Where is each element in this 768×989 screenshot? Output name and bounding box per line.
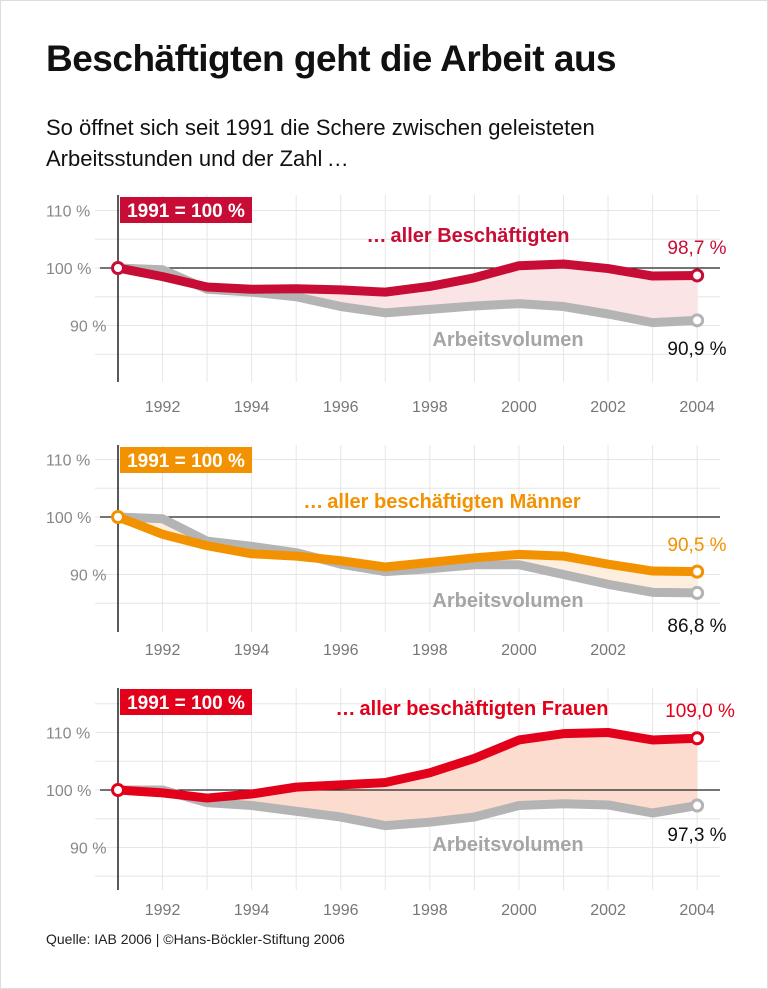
- x-tick-label: 1996: [323, 399, 359, 416]
- series-label-arbeitsvolumen: Arbeitsvolumen: [432, 329, 583, 351]
- x-tick-label: 2002: [590, 399, 626, 416]
- x-tick-label: 1998: [412, 902, 448, 919]
- base-year-badge-label: 1991 = 100 %: [127, 451, 245, 472]
- series-label: … aller beschäftigten Frauen: [336, 698, 609, 720]
- source-note: Quelle: IAB 2006 | ©Hans-Böckler-Stiftun…: [46, 931, 345, 947]
- chart-panel-3: [95, 688, 720, 890]
- subtitle: So öffnet sich seit 1991 die Schere zwis…: [46, 115, 595, 171]
- chart-panel-1: [95, 195, 720, 382]
- base-year-badge: [120, 197, 252, 223]
- y-tick-label: 110 %: [46, 726, 90, 743]
- x-tick-label: 2000: [501, 399, 537, 416]
- end-value-label: 98,7 %: [667, 238, 726, 259]
- y-tick-label: 100 %: [46, 783, 91, 800]
- x-tick-label: 1994: [234, 642, 270, 659]
- y-tick-label: 100 %: [46, 261, 91, 278]
- x-tick-label: 2000: [501, 642, 537, 659]
- y-tick-label: 100 %: [46, 510, 91, 527]
- page-title: Beschäftigten geht die Arbeit aus: [46, 38, 617, 79]
- x-tick-label: 1996: [323, 642, 359, 659]
- y-tick-label: 90 %: [70, 568, 106, 585]
- y-tick-label: 110 %: [46, 204, 90, 221]
- series-label-arbeitsvolumen: Arbeitsvolumen: [432, 590, 583, 612]
- x-tick-label: 2000: [501, 902, 537, 919]
- x-tick-label: 2004: [679, 902, 715, 919]
- x-tick-label: 1992: [145, 642, 181, 659]
- base-year-badge: [120, 447, 252, 473]
- x-tick-label: 1992: [145, 399, 181, 416]
- y-tick-label: 90 %: [70, 841, 106, 858]
- x-tick-label: 2004: [679, 399, 715, 416]
- base-year-badge-label: 1991 = 100 %: [127, 201, 245, 222]
- end-point-marker: [690, 585, 705, 600]
- series-label: … aller beschäftigten Männer: [303, 491, 581, 513]
- series-line-beschaeftigte: [113, 512, 702, 577]
- x-tick-label: 1994: [234, 902, 270, 919]
- x-tick-label: 1992: [145, 902, 181, 919]
- end-point-marker: [690, 731, 705, 746]
- series-label-arbeitsvolumen: Arbeitsvolumen: [432, 834, 583, 856]
- series-line-beschaeftigte: [113, 259, 702, 297]
- end-point-marker: [690, 798, 705, 813]
- series-line-beschaeftigte: [113, 728, 702, 803]
- end-point-marker: [690, 564, 705, 579]
- x-tick-label: 2002: [590, 642, 626, 659]
- end-value-label-arbeitsvolumen: 97,3 %: [667, 825, 726, 846]
- end-point-marker: [690, 313, 705, 328]
- end-value-label-arbeitsvolumen: 90,9 %: [667, 339, 726, 360]
- series-line-arbeitsvolumen: [113, 512, 702, 598]
- end-value-label-arbeitsvolumen: 86,8 %: [667, 616, 726, 637]
- x-tick-label: 1998: [412, 399, 448, 416]
- series-line-arbeitsvolumen: [113, 785, 702, 831]
- y-tick-label: 110 %: [46, 453, 90, 470]
- start-point-marker: [111, 510, 125, 524]
- start-point-marker: [111, 783, 125, 797]
- end-value-label: 90,5 %: [667, 535, 726, 556]
- end-value-label: 109,0 %: [665, 701, 735, 722]
- gap-area: [118, 517, 698, 593]
- base-year-badge-label: 1991 = 100 %: [127, 693, 245, 714]
- chart-panel-2: [95, 445, 720, 632]
- end-point-marker: [690, 268, 705, 283]
- series-label: … aller Beschäftigten: [367, 225, 570, 247]
- base-year-badge: [120, 689, 252, 715]
- x-tick-label: 1996: [323, 902, 359, 919]
- start-point-marker: [111, 261, 125, 275]
- y-tick-label: 90 %: [70, 319, 106, 336]
- x-tick-label: 1998: [412, 642, 448, 659]
- x-tick-label: 2002: [590, 902, 626, 919]
- x-tick-label: 1994: [234, 399, 270, 416]
